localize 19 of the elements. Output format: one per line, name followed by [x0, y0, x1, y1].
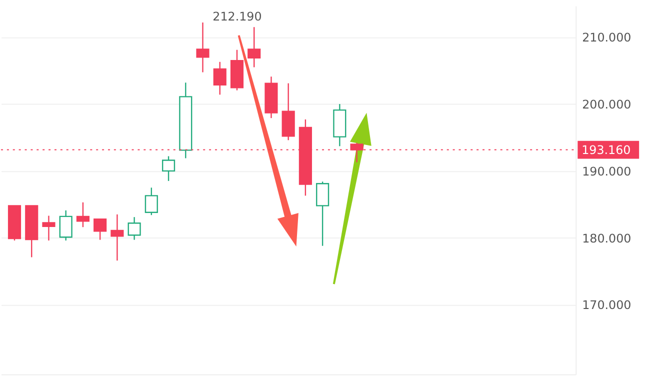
ref-line-label: 193.160	[582, 142, 631, 157]
candlestick	[94, 218, 107, 240]
candlestick	[110, 214, 124, 262]
candlestick	[162, 156, 176, 182]
candlestick	[316, 181, 330, 246]
candlestick	[213, 61, 226, 96]
y-tick-label: 190.000	[582, 164, 632, 178]
annotation: 212.190	[212, 10, 262, 24]
candlestick	[248, 26, 261, 68]
y-tick-label: 200.000	[582, 97, 632, 112]
candlestick	[59, 210, 72, 242]
candlestick	[196, 22, 210, 73]
candlestick	[76, 202, 90, 228]
y-tick-label: 210.000	[582, 30, 632, 45]
candlestick	[144, 187, 158, 216]
candlestick	[42, 215, 56, 242]
candlestick	[128, 216, 141, 240]
y-tick-label: 180.000	[582, 231, 632, 246]
y-tick-label: 170.000	[582, 298, 632, 312]
